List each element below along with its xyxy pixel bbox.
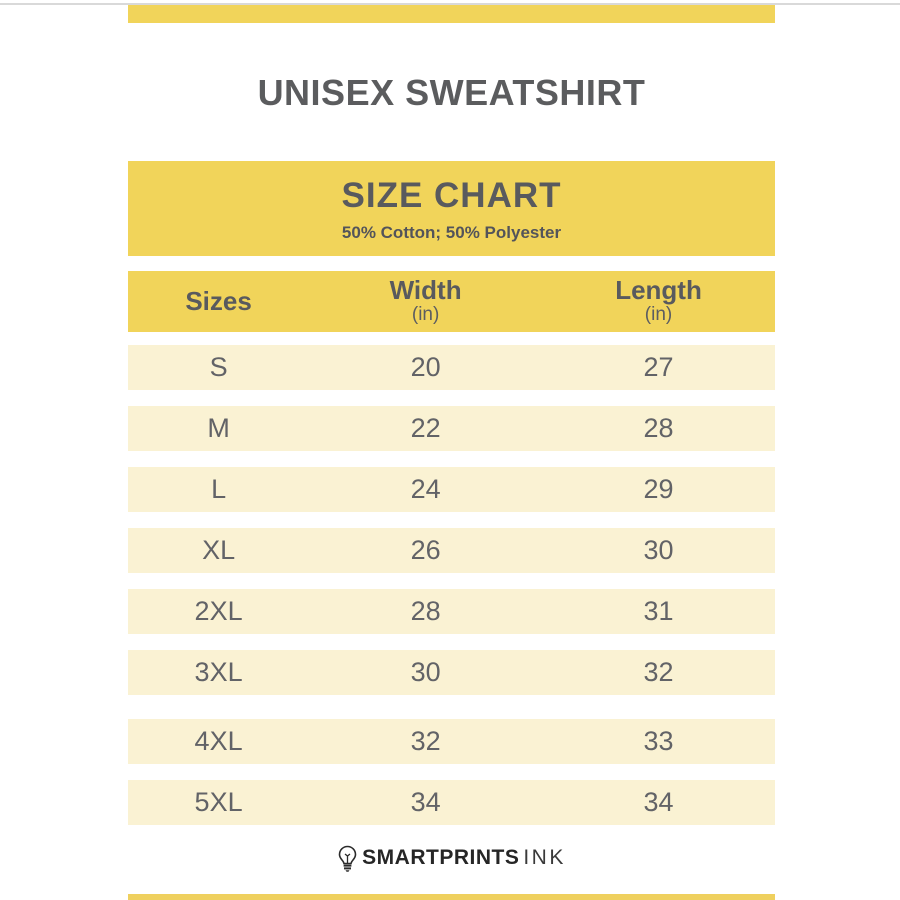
width-cell: 34 bbox=[410, 787, 441, 817]
length-cell: 33 bbox=[643, 726, 674, 756]
size-table: Sizes Width (in) Length (in) S 20 27 M bbox=[128, 271, 775, 825]
size-cell: XL bbox=[202, 535, 236, 565]
brand-name-light: INK bbox=[523, 846, 566, 869]
length-cell: 28 bbox=[643, 413, 674, 443]
column-header-unit: (in) bbox=[411, 304, 440, 326]
length-cell: 27 bbox=[643, 352, 674, 382]
top-accent-bar bbox=[128, 5, 775, 23]
width-cell: 26 bbox=[410, 535, 441, 565]
table-row-l: L 24 29 bbox=[128, 467, 775, 512]
top-hairline bbox=[0, 3, 900, 5]
table-row-s: S 20 27 bbox=[128, 345, 775, 390]
lightbulb-icon bbox=[338, 845, 357, 872]
size-cell: 5XL bbox=[194, 787, 243, 817]
size-cell: 4XL bbox=[194, 726, 243, 756]
table-row-3xl: 3XL 30 32 bbox=[128, 650, 775, 695]
width-cell: 28 bbox=[410, 596, 441, 626]
column-header-label: Sizes bbox=[185, 285, 252, 316]
column-header-label: Width bbox=[389, 274, 462, 305]
width-cell: 24 bbox=[410, 474, 441, 504]
content-column: UNISEX SWEATSHIRT SIZE CHART 50% Cotton;… bbox=[128, 23, 775, 874]
table-row-2xl: 2XL 28 31 bbox=[128, 589, 775, 634]
table-header-row: Sizes Width (in) Length (in) bbox=[128, 271, 775, 332]
width-cell: 20 bbox=[410, 352, 441, 382]
size-cell: L bbox=[211, 474, 227, 504]
length-cell: 30 bbox=[643, 535, 674, 565]
width-cell: 22 bbox=[410, 413, 441, 443]
brand-footer: SMARTPRINTS INK bbox=[128, 842, 775, 874]
column-header-width: Width (in) bbox=[309, 274, 542, 326]
size-cell: S bbox=[209, 352, 228, 382]
length-cell: 34 bbox=[643, 787, 674, 817]
brand-name-bold: SMARTPRINTS bbox=[362, 846, 520, 869]
table-row-m: M 22 28 bbox=[128, 406, 775, 451]
size-chart-heading: SIZE CHART bbox=[341, 176, 562, 215]
column-header-label: Length bbox=[615, 274, 702, 305]
material-subheading: 50% Cotton; 50% Polyester bbox=[341, 223, 562, 242]
table-row-5xl: 5XL 34 34 bbox=[128, 780, 775, 825]
column-header-length: Length (in) bbox=[542, 274, 775, 326]
length-cell: 31 bbox=[643, 596, 674, 626]
size-cell: 3XL bbox=[194, 657, 243, 687]
table-row-xl: XL 26 30 bbox=[128, 528, 775, 573]
width-cell: 30 bbox=[410, 657, 441, 687]
width-cell: 32 bbox=[410, 726, 441, 756]
bottom-accent-bar bbox=[128, 894, 775, 900]
table-row-4xl: 4XL 32 33 bbox=[128, 719, 775, 764]
column-header-unit: (in) bbox=[644, 304, 673, 326]
column-header-sizes: Sizes bbox=[128, 285, 309, 316]
product-title: UNISEX SWEATSHIRT bbox=[257, 72, 646, 113]
size-cell: 2XL bbox=[194, 596, 243, 626]
size-cell: M bbox=[207, 413, 230, 443]
length-cell: 29 bbox=[643, 474, 674, 504]
length-cell: 32 bbox=[643, 657, 674, 687]
size-chart-banner: SIZE CHART 50% Cotton; 50% Polyester bbox=[128, 161, 775, 256]
